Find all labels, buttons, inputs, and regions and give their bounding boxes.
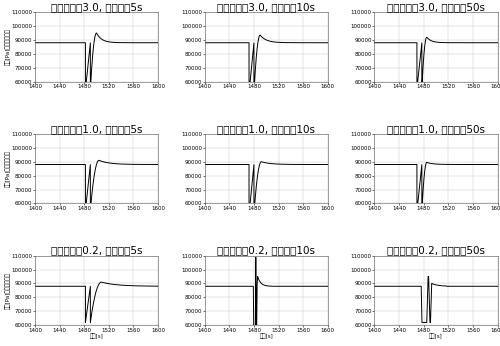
X-axis label: 時間[s]: 時間[s]	[260, 334, 273, 339]
X-axis label: 時間[s]: 時間[s]	[90, 334, 104, 339]
Title: 比例ゲイン0.2, 積分時間50s: 比例ゲイン0.2, 積分時間50s	[387, 246, 485, 256]
Y-axis label: 圧力[Pa]（ゲージ圧）: 圧力[Pa]（ゲージ圧）	[5, 272, 10, 309]
Title: 比例ゲイン3.0, 積分時間5s: 比例ゲイン3.0, 積分時間5s	[51, 2, 142, 12]
Title: 比例ゲイン1.0, 積分時間50s: 比例ゲイン1.0, 積分時間50s	[387, 124, 485, 134]
Title: 比例ゲイン0.2, 積分時間5s: 比例ゲイン0.2, 積分時間5s	[51, 246, 142, 256]
Title: 比例ゲイン0.2, 積分時間10s: 比例ゲイン0.2, 積分時間10s	[217, 246, 316, 256]
X-axis label: 時間[s]: 時間[s]	[429, 334, 443, 339]
Title: 比例ゲイン1.0, 積分時間5s: 比例ゲイン1.0, 積分時間5s	[51, 124, 142, 134]
Title: 比例ゲイン3.0, 積分時間50s: 比例ゲイン3.0, 積分時間50s	[387, 2, 485, 12]
Y-axis label: 圧力[Pa]（ゲージ圧）: 圧力[Pa]（ゲージ圧）	[5, 150, 10, 187]
Y-axis label: 圧力[Pa]（ゲージ圧）: 圧力[Pa]（ゲージ圧）	[5, 28, 10, 65]
Title: 比例ゲイン3.0, 積分時間10s: 比例ゲイン3.0, 積分時間10s	[217, 2, 316, 12]
Title: 比例ゲイン1.0, 積分時間10s: 比例ゲイン1.0, 積分時間10s	[217, 124, 316, 134]
